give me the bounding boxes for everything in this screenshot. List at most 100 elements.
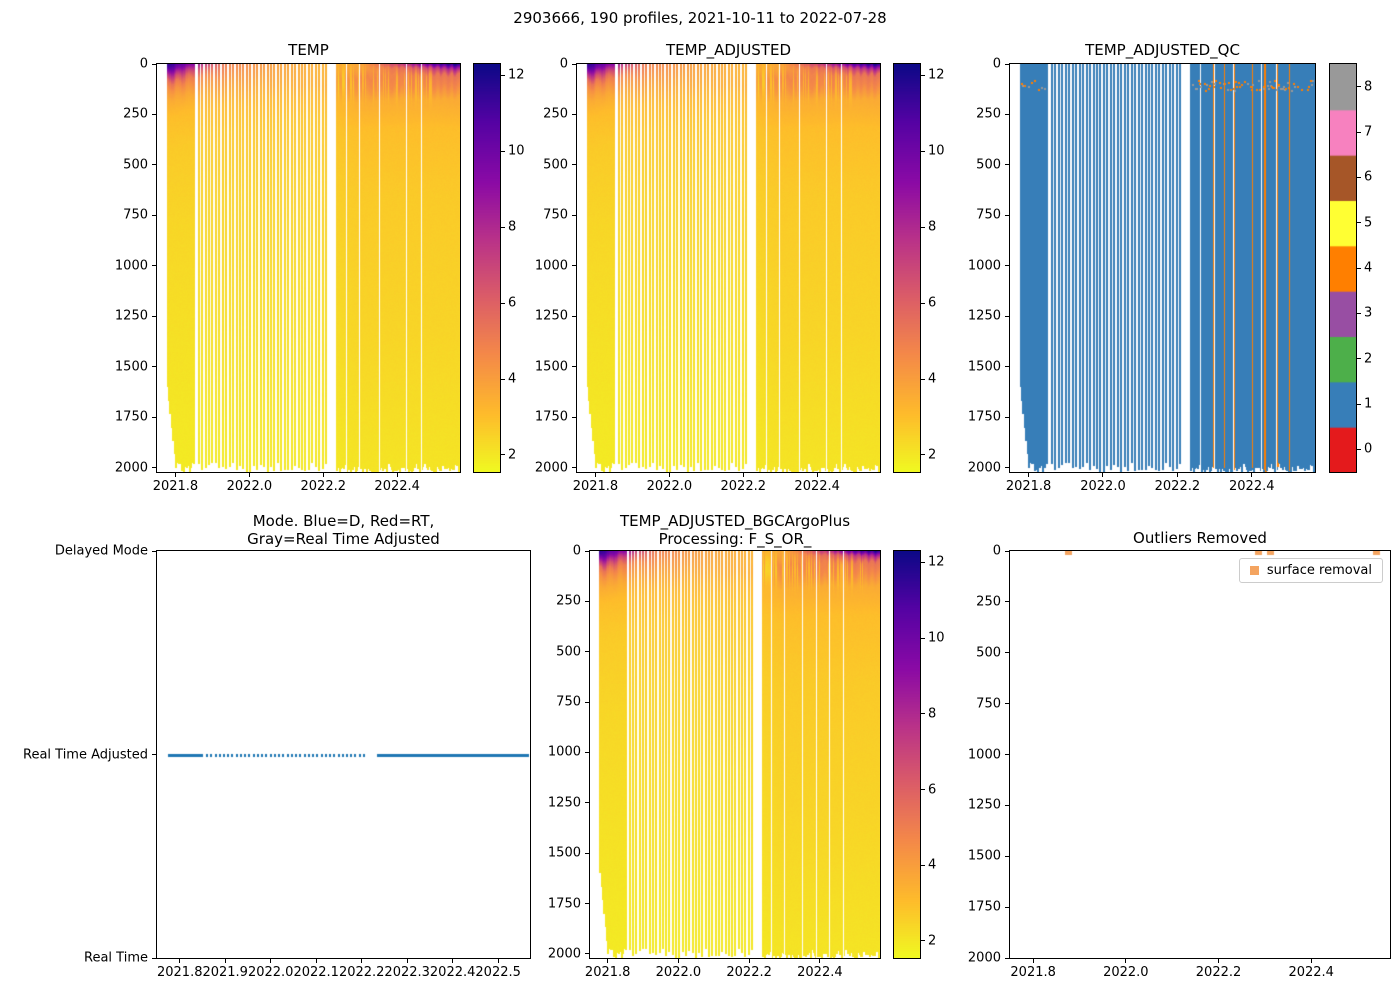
figure-suptitle: 2903666, 190 profiles, 2021-10-11 to 202… — [513, 9, 887, 27]
temp-adjusted-plot-area: 2021.8 2022.0 2022.2 2022.4 0 250 500 750 1000 12… — [535, 57, 881, 494]
bgc-plot-area: 2021.8 2022.0 2022.2 2022.4 0 250 500 750 1000 12… — [548, 544, 881, 980]
y-tick-label: 1500 — [547, 845, 581, 861]
y-tick-mark — [1005, 315, 1009, 317]
y-tick-label: 1000 — [967, 258, 1001, 274]
colorbar-tick-mark — [501, 226, 505, 228]
panel-title-bgc-line1: TEMP_ADJUSTED_BGCArgoPlus — [619, 512, 851, 530]
y-tick-label: 0 — [559, 56, 568, 72]
mode-plot-area: 2021.8 2021.9 2022.0 2022.1 2022.2 2022.3 2022… — [23, 544, 531, 980]
y-tick-mark — [1005, 265, 1009, 267]
y-tick-label: 500 — [123, 157, 148, 173]
colorbar-tick-label: 8 — [928, 219, 937, 235]
y-tick-mark — [585, 852, 589, 854]
colorbar-tick-label: 4 — [928, 857, 937, 873]
colorbar-tick-mark — [921, 713, 925, 715]
colorbar-tick-label: 12 — [928, 67, 945, 83]
x-tick-mark — [1176, 473, 1178, 477]
x-tick-mark — [1125, 959, 1127, 963]
x-tick-label: 2022.4 — [374, 479, 420, 494]
colorbar-tick-label: 12 — [508, 67, 525, 83]
y-tick-label: 750 — [543, 207, 568, 223]
y-tick-label: Delayed Mode — [54, 543, 148, 559]
colorbar-tick-label: 7 — [1364, 124, 1373, 140]
x-tick-label: 2022.2 — [720, 479, 767, 494]
y-tick-mark — [1005, 855, 1009, 857]
y-tick-mark — [1005, 63, 1009, 65]
colorbar-tick-mark — [921, 302, 925, 304]
y-tick-mark — [585, 701, 589, 703]
x-tick-mark — [248, 473, 250, 477]
y-tick-label: 1250 — [114, 308, 148, 324]
colorbar-tick-label: 12 — [928, 554, 945, 570]
x-tick-mark — [270, 959, 272, 963]
x-tick-label: 2022.2 — [726, 965, 772, 980]
y-tick-mark — [152, 754, 156, 755]
y-tick-mark — [572, 265, 576, 267]
bgc-colorbar: 2 4 6 8 10 12 — [893, 550, 945, 959]
x-tick-mark — [1218, 959, 1220, 963]
x-tick-label: 2021.9 — [202, 965, 248, 980]
legend: surface removal — [1238, 558, 1383, 583]
y-tick-mark — [1005, 214, 1009, 216]
colorbar-tick-label: 8 — [508, 219, 517, 235]
y-tick-label: 1500 — [967, 848, 1001, 864]
x-tick-label: 2021.8 — [584, 965, 631, 980]
y-tick-label: 1500 — [114, 359, 148, 375]
colorbar-tick-label: 6 — [928, 295, 937, 311]
bgc-heatmap-canvas — [590, 551, 880, 958]
x-tick-mark — [1102, 473, 1104, 477]
y-tick-mark — [152, 550, 156, 552]
y-tick-label: 2000 — [967, 950, 1001, 966]
colorbar-tick-mark — [1357, 222, 1361, 224]
y-tick-label: 1750 — [114, 409, 148, 425]
y-tick-label: 1250 — [967, 308, 1001, 324]
temp-colorbar: 2 4 6 8 10 12 — [473, 63, 525, 473]
y-tick-mark — [572, 164, 576, 166]
y-tick-mark — [585, 953, 589, 955]
colorbar-tick-mark — [501, 74, 505, 76]
x-tick-label: 2022.2 — [300, 479, 347, 494]
colorbar-tick-label: 10 — [928, 630, 945, 646]
y-tick-mark — [152, 63, 156, 65]
y-tick-mark — [572, 214, 576, 216]
y-tick-label: 1250 — [547, 795, 581, 811]
y-tick-mark — [152, 416, 156, 418]
bgc-colorbar-canvas — [894, 551, 920, 958]
x-tick-label: 2022.4 — [797, 965, 843, 980]
colorbar-tick-mark — [921, 150, 925, 152]
y-tick-mark — [1005, 957, 1009, 959]
colorbar-tick-mark — [1357, 312, 1361, 314]
panel-title-temp-adjusted-qc: TEMP_ADJUSTED_QC — [1085, 41, 1240, 59]
y-tick-mark — [152, 265, 156, 267]
y-tick-mark — [572, 416, 576, 418]
x-tick-mark — [179, 959, 181, 963]
x-tick-mark — [322, 473, 324, 477]
panel-title-mode: Mode. Blue=D, Red=RT, Gray=Real Time Adj… — [156, 512, 531, 548]
x-tick-label: 2022.2 — [1154, 479, 1201, 494]
colorbar-tick-mark — [921, 940, 925, 942]
colorbar-tick-mark — [921, 74, 925, 76]
x-tick-mark — [748, 959, 750, 963]
x-tick-mark — [1028, 473, 1030, 477]
panel-title-temp: TEMP — [288, 41, 329, 59]
y-tick-mark — [585, 903, 589, 905]
x-tick-mark — [224, 959, 226, 963]
y-tick-mark — [585, 802, 589, 804]
y-tick-mark — [572, 366, 576, 368]
temp-adjusted-colorbar-canvas — [894, 64, 920, 472]
y-tick-mark — [152, 957, 156, 959]
colorbar-tick-mark — [921, 864, 925, 866]
panel-title-mode-line1: Mode. Blue=D, Red=RT, — [252, 512, 435, 530]
y-tick-label: 0 — [139, 56, 148, 72]
colorbar-tick-mark — [921, 789, 925, 791]
panel-title-mode-line2: Gray=Real Time Adjusted — [247, 530, 440, 548]
x-tick-label: 2021.8 — [156, 965, 203, 980]
y-tick-label: 500 — [976, 645, 1001, 661]
y-tick-label: Real Time Adjusted — [23, 747, 148, 762]
y-tick-label: 750 — [556, 694, 581, 710]
x-tick-label: 2021.8 — [1005, 479, 1052, 494]
y-tick-mark — [152, 467, 156, 469]
colorbar-tick-mark — [921, 561, 925, 563]
colorbar-tick-mark — [921, 637, 925, 639]
x-tick-mark — [452, 959, 454, 963]
